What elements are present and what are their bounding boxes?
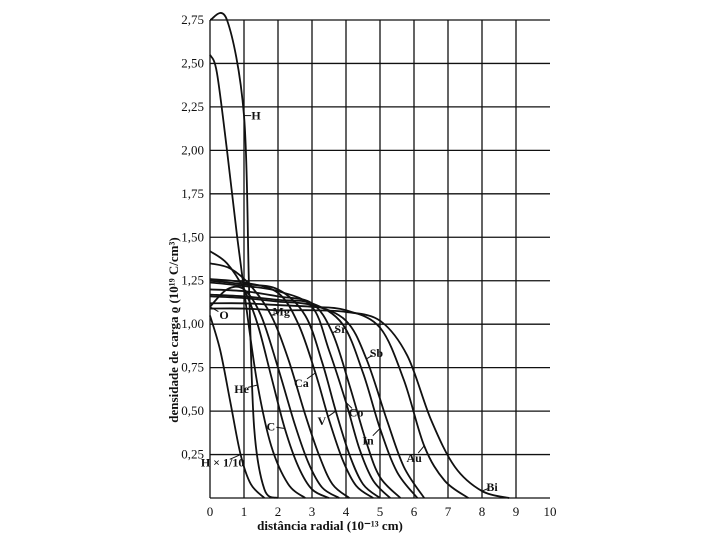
x-tick-label: 9 — [513, 504, 520, 519]
y-tick-label: 1,00 — [181, 316, 204, 331]
y-tick-label: 0,25 — [181, 447, 204, 462]
curve-label-in-leader — [372, 428, 381, 437]
curve-label-mg: Mg — [273, 304, 290, 318]
series-line-in — [209, 293, 419, 499]
data-curves — [209, 12, 510, 499]
series-line-v — [209, 279, 381, 499]
curve-label-o: O — [219, 308, 228, 322]
series-line-au — [209, 302, 469, 499]
curve-label-c-leader — [276, 426, 285, 429]
x-tick-label: 3 — [309, 504, 316, 519]
x-tick-label: 2 — [275, 504, 282, 519]
x-tick-label: 7 — [445, 504, 452, 519]
y-tick-label: 1,50 — [181, 229, 204, 244]
series-line-o — [209, 285, 340, 499]
y-tick-label: 2,00 — [181, 142, 204, 157]
y-tick-label: 2,75 — [181, 12, 204, 27]
curve-label-co: Co — [349, 405, 364, 419]
series-line-mg — [209, 262, 350, 499]
curve-label-mg-leader — [271, 312, 278, 316]
curve-label-o-leader — [209, 306, 219, 313]
curve-label-he-leader — [247, 384, 258, 388]
curve-label-au: Au — [407, 451, 423, 465]
curve-label-sb: Sb — [370, 346, 384, 360]
curve-label-co-leader — [345, 402, 353, 409]
curve-label-sr: Sr — [334, 322, 347, 336]
curve-label-h-1-10-leader — [229, 454, 241, 460]
series-line-h — [209, 12, 279, 499]
series-line-h-1-10 — [209, 315, 266, 499]
series-line-co — [209, 281, 391, 499]
curve-label-au-leader — [417, 445, 425, 454]
curve-label-bi: Bi — [486, 480, 498, 494]
x-tick-label: 5 — [377, 504, 384, 519]
x-axis-ticks: 0 1 2 3 4 5 6 7 8 9 10 — [207, 504, 557, 519]
curve-label-c: C — [266, 419, 275, 433]
y-tick-label: 2,25 — [181, 99, 204, 114]
curve-label-v-leader — [327, 410, 337, 418]
curve-label-bi-leader — [481, 488, 489, 492]
curve-label-sb-leader — [366, 354, 373, 360]
x-tick-label: 0 — [207, 504, 214, 519]
x-axis-title: distância radial (10⁻¹³ cm) — [257, 518, 403, 533]
y-tick-label: 2,50 — [181, 55, 204, 70]
x-tick-label: 1 — [241, 504, 248, 519]
y-tick-label: 0,50 — [181, 403, 204, 418]
y-axis-ticks: 0,25 0,50 0,75 1,00 1,25 1,50 1,75 2,00 2,25 2,50… — [181, 12, 204, 462]
y-tick-label: 1,75 — [181, 186, 204, 201]
y-axis-title: densidade de carga ϱ (10¹⁹ C/cm³) — [166, 237, 181, 422]
curve-label-in: In — [362, 433, 374, 447]
curve-label-sr-leader — [332, 330, 338, 334]
curve-label-ca: Ca — [294, 376, 309, 390]
x-tick-label: 6 — [411, 504, 418, 519]
y-tick-label: 0,75 — [181, 360, 204, 375]
curve-label-he: He — [234, 382, 249, 396]
curve-label-v: V — [317, 414, 326, 428]
series-line-he — [209, 54, 306, 499]
series-line-sr — [209, 288, 402, 499]
series-line-bi — [209, 307, 510, 499]
curve-label-h-1-10: H × 1/10 — [201, 456, 245, 470]
curve-labels: H H × 1/10 He C O Mg Ca V Co Sr In Sb Au Bi — [201, 109, 498, 494]
grid — [209, 19, 550, 499]
series-line-sb — [209, 295, 425, 499]
x-tick-label: 8 — [479, 504, 486, 519]
y-tick-label: 1,25 — [181, 273, 204, 288]
curve-label-h: H — [251, 109, 261, 123]
x-tick-label: 10 — [544, 504, 557, 519]
x-tick-label: 4 — [343, 504, 350, 519]
curve-label-ca-leader — [306, 372, 316, 380]
